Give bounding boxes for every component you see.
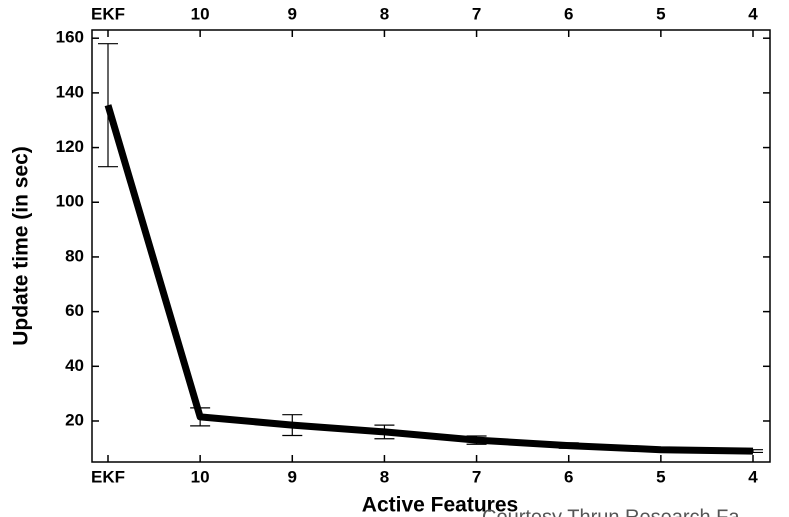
x-top-tick-label: 7: [472, 4, 481, 23]
y-tick-label: 160: [56, 28, 84, 47]
x-top-tick-label: 9: [288, 4, 297, 23]
x-top-tick-label: EKF: [91, 4, 125, 23]
y-tick-label: 120: [56, 137, 84, 156]
x-tick-label: 10: [191, 467, 210, 486]
x-top-tick-label: 8: [380, 4, 389, 23]
annotation: Courtesy Thrun Research Fa: [482, 506, 740, 517]
x-tick-label: 6: [564, 467, 573, 486]
x-axis-label: Active Features: [362, 494, 518, 517]
x-tick-label: EKF: [91, 467, 125, 486]
x-top-tick-label: 6: [564, 4, 573, 23]
plot-frame: [91, 29, 771, 463]
y-tick-label: 40: [65, 356, 84, 375]
x-tick-label: 9: [288, 467, 297, 486]
y-tick-label: 60: [65, 301, 84, 320]
x-top-tick-label: 4: [748, 4, 758, 23]
y-tick-label: 20: [65, 410, 84, 429]
y-tick-label: 100: [56, 192, 84, 211]
line: [104, 104, 754, 455]
y-tick-label: 80: [65, 246, 84, 265]
y-tick-label: 140: [56, 82, 84, 101]
x-tick-label: 7: [472, 467, 481, 486]
x-tick-label: 5: [656, 467, 665, 486]
x-tick-label: 4: [748, 467, 758, 486]
x-top-tick-label: 5: [656, 4, 665, 23]
x-top-tick-label: 10: [191, 4, 210, 23]
y-axis-label: Update time (in sec): [10, 146, 33, 346]
x-tick-label: 8: [380, 467, 389, 486]
